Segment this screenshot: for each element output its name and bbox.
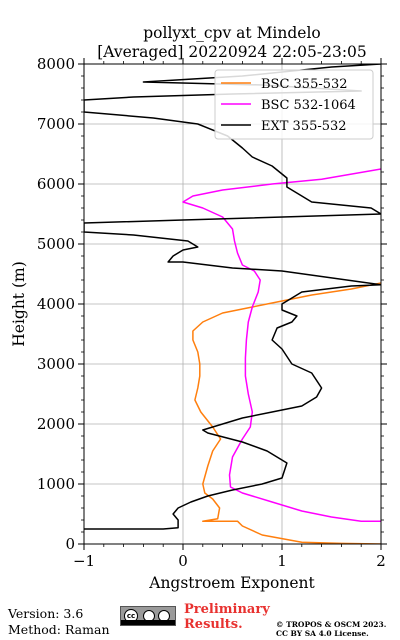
y-tick-label: 3000 — [37, 355, 75, 373]
method-text: Method: Raman — [8, 622, 110, 637]
y-axis-label: Height (m) — [10, 261, 28, 347]
series-lines — [84, 64, 381, 544]
legend: BSC 355-532 BSC 532-1064 EXT 355-532 — [214, 69, 374, 140]
x-axis-label: Angstroem Exponent — [148, 574, 315, 592]
y-tick-label: 1000 — [37, 475, 75, 493]
y-tick-label: 4000 — [37, 295, 75, 313]
series-line-1 — [192, 282, 381, 544]
series-line-3 — [84, 64, 381, 530]
chart-subtitle: [Averaged] 20220924 22:05-23:05 — [97, 43, 367, 61]
legend-label: BSC 355-532 — [261, 77, 348, 92]
y-tick-label: 7000 — [37, 115, 75, 133]
legend-label: EXT 355-532 — [261, 119, 347, 134]
legend-box — [214, 69, 374, 140]
x-tick-label: 2 — [376, 552, 386, 570]
chart-title: pollyxt_cpv at Mindelo — [143, 24, 321, 42]
y-tick-label: 8000 — [37, 55, 75, 73]
cc-license-badge-icon: cc — [120, 606, 176, 626]
x-tick-label: −1 — [73, 552, 95, 570]
series-line-2 — [182, 168, 381, 522]
x-tick-label: 1 — [277, 552, 287, 570]
y-tick-label: 0 — [65, 535, 75, 553]
preliminary-notice: Preliminary Results. — [184, 602, 270, 632]
axis-ticks — [78, 58, 387, 550]
footer-info: Version: 3.6 Method: Raman — [8, 606, 110, 638]
copyright-notice: © TROPOS & OSCM 2023. CC BY SA 4.0 Licen… — [276, 620, 387, 638]
legend-label: BSC 532-1064 — [261, 98, 356, 113]
y-tick-label: 2000 — [37, 415, 75, 433]
y-tick-label: 5000 — [37, 235, 75, 253]
y-tick-label: 6000 — [37, 175, 75, 193]
version-text: Version: 3.6 — [8, 606, 84, 621]
x-tick-label: 0 — [178, 552, 188, 570]
chart: pollyxt_cpv at Mindelo [Averaged] 202209… — [10, 24, 387, 592]
